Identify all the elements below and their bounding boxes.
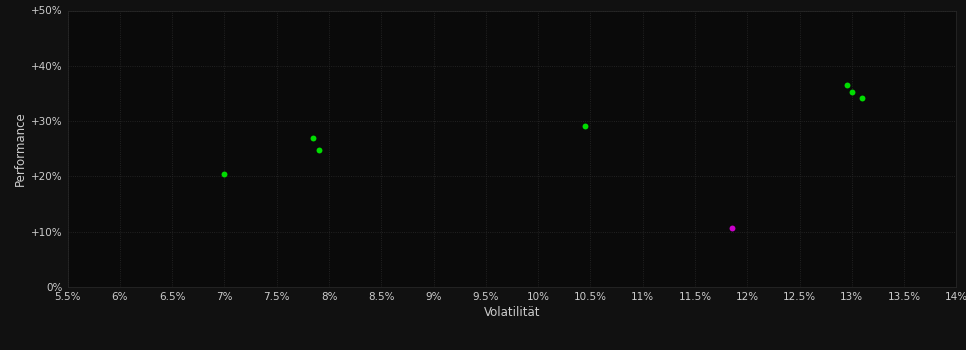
Point: [844, 90, 860, 95]
Point: [838, 82, 854, 88]
Point: [578, 123, 593, 129]
Point: [216, 171, 232, 176]
Y-axis label: Performance: Performance: [14, 111, 27, 186]
Point: [305, 135, 321, 140]
Point: [724, 225, 739, 231]
X-axis label: Volatilität: Volatilität: [484, 306, 540, 319]
Point: [311, 147, 327, 153]
Point: [855, 95, 870, 101]
